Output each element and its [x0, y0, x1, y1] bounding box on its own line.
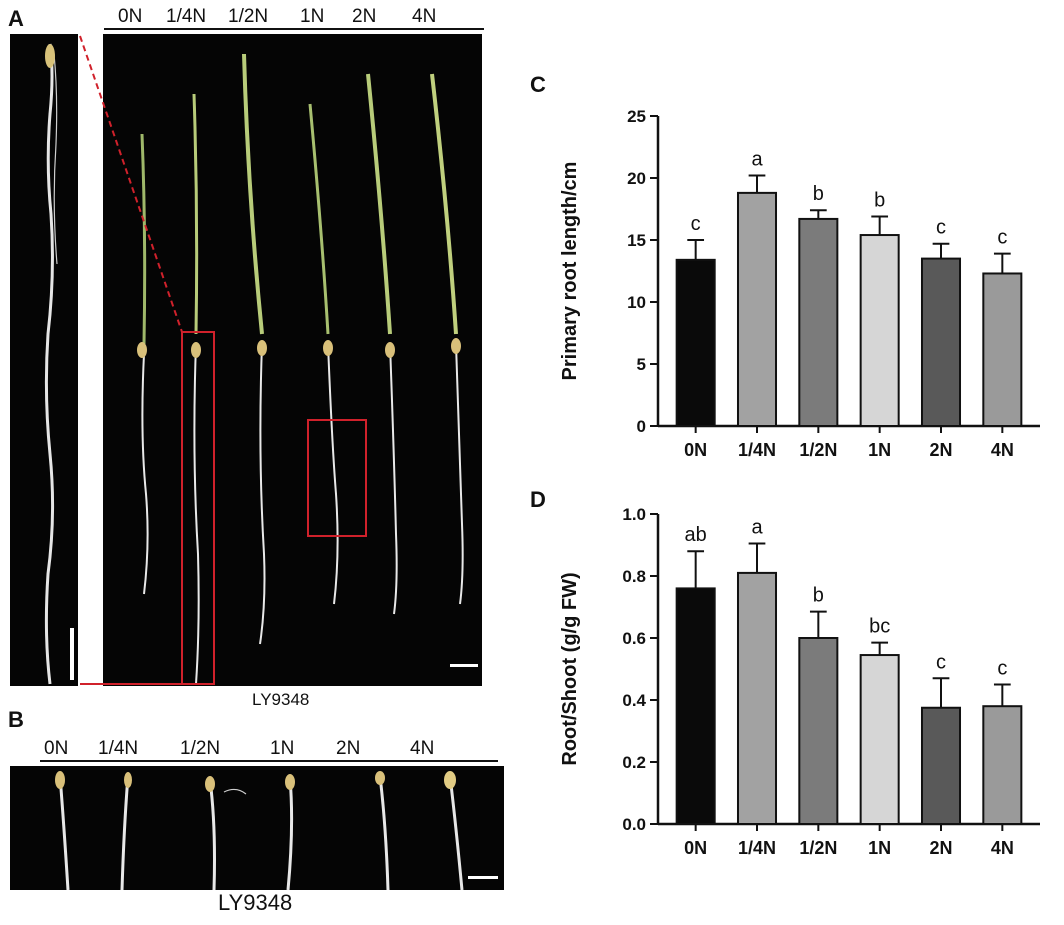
chart-c-significance-label: b [874, 189, 885, 211]
highlight-box-a [181, 331, 215, 685]
chart-d-significance-label: ab [685, 524, 707, 546]
photo-a-label-1n: 1N [300, 6, 325, 27]
chart-d-significance-label: c [936, 651, 946, 673]
panel-d-letter: D [530, 487, 546, 512]
photo-b-caption: LY9348 [218, 890, 293, 915]
photo-b-label-4n: 4N [410, 738, 435, 759]
highlight-box-b [307, 419, 367, 537]
chart-d-y-tick-label: 0.6 [622, 629, 646, 648]
chart-d-bar [736, 571, 778, 826]
photo-a-label-half-n: 1/2N [228, 6, 269, 27]
photo-b-image [10, 766, 504, 890]
chart-c-y-tick-label: 25 [627, 107, 646, 126]
chart-c-significance-label: b [813, 183, 824, 205]
photo-b-label-1n: 1N [270, 738, 295, 759]
chart-d-x-tick-label: 1N [868, 838, 891, 858]
chart-d-y-tick-label: 1.0 [622, 505, 646, 524]
chart-d-significance-label: bc [869, 616, 890, 638]
photo-a-label-underline [104, 28, 484, 30]
panel-b-letter: B [8, 707, 24, 732]
chart-c-significance-label: c [997, 227, 1007, 249]
chart-c-significance-label: c [936, 217, 946, 239]
chart-d-bar [920, 706, 962, 825]
chart-d-x-tick-label: 4N [991, 838, 1014, 858]
chart-d-significance-label: a [751, 516, 763, 538]
chart-primary-root-length: 0 5 10 15 20 25 Primary root length/cm c 0N a 1/4N… [559, 107, 1040, 460]
chart-c-bar [859, 234, 900, 427]
chart-d-bar [675, 587, 716, 826]
photo-b-label-half-n: 1/2N [180, 738, 221, 759]
chart-c-bar [675, 258, 716, 427]
chart-c-y-tick-label: 15 [627, 231, 646, 250]
chart-c-bar [920, 257, 962, 427]
chart-c-y-tick-label: 5 [637, 355, 646, 374]
photo-a-label-2n: 2N [352, 6, 377, 27]
chart-d-x-tick-label: 1/2N [799, 838, 837, 858]
chart-c-x-tick-label: 0N [684, 440, 707, 460]
chart-d-y-tick-label: 0.8 [622, 567, 646, 586]
chart-d-y-tick-label: 0.2 [622, 753, 646, 772]
chart-d-y-tick-label: 0.0 [622, 815, 646, 834]
photo-b-label-0n: 0N [44, 738, 69, 759]
chart-c-x-tick-label: 1/4N [738, 440, 776, 460]
chart-c-bar [798, 217, 839, 427]
chart-c-significance-label: c [691, 213, 701, 235]
chart-d-bar [859, 654, 900, 825]
chart-d-x-tick-label: 2N [929, 838, 952, 858]
photo-a-image [10, 34, 482, 686]
photo-a-label-quarter-n: 1/4N [166, 6, 207, 27]
chart-c-x-tick-label: 2N [929, 440, 952, 460]
chart-c-significance-label: a [751, 149, 763, 171]
chart-d-bar [982, 705, 1023, 825]
photo-b-label-underline [40, 760, 498, 762]
photo-a-treatment-labels: 0N 1/4N 1/2N 1N 2N 4N [0, 6, 1064, 30]
chart-c-x-tick-label: 4N [991, 440, 1014, 460]
chart-d-x-tick-label: 1/4N [738, 838, 776, 858]
chart-d-bar [798, 637, 839, 825]
photo-b-label-2n: 2N [336, 738, 361, 759]
chart-c-y-tick-label: 0 [637, 417, 646, 436]
photo-a-label-4n: 4N [412, 6, 437, 27]
photo-a-label-0n: 0N [118, 6, 143, 27]
photo-b-treatment-labels: 0N 1/4N 1/2N 1N 2N 4N [0, 738, 1064, 762]
panel-a-letter: A [8, 6, 24, 31]
chart-c-bar [736, 191, 778, 427]
chart-c-y-tick-label: 20 [627, 169, 646, 188]
chart-d-significance-label: c [997, 658, 1007, 680]
chart-d-y-tick-label: 0.4 [622, 691, 646, 710]
chart-d-y-label: Root/Shoot (g/g FW) [559, 572, 581, 765]
chart-c-x-tick-label: 1/2N [799, 440, 837, 460]
chart-c-x-tick-label: 1N [868, 440, 891, 460]
photo-b [10, 766, 504, 890]
photo-b-label-quarter-n: 1/4N [98, 738, 139, 759]
chart-c-bar [982, 272, 1023, 427]
chart-d-x-tick-label: 0N [684, 838, 707, 858]
chart-c-y-label: Primary root length/cm [559, 162, 581, 381]
panel-c-letter: C [530, 72, 546, 97]
chart-d-significance-label: b [813, 585, 824, 607]
photo-a [10, 34, 482, 686]
photo-a-caption: LY9348 [252, 690, 310, 709]
chart-c-y-tick-label: 10 [627, 293, 646, 312]
